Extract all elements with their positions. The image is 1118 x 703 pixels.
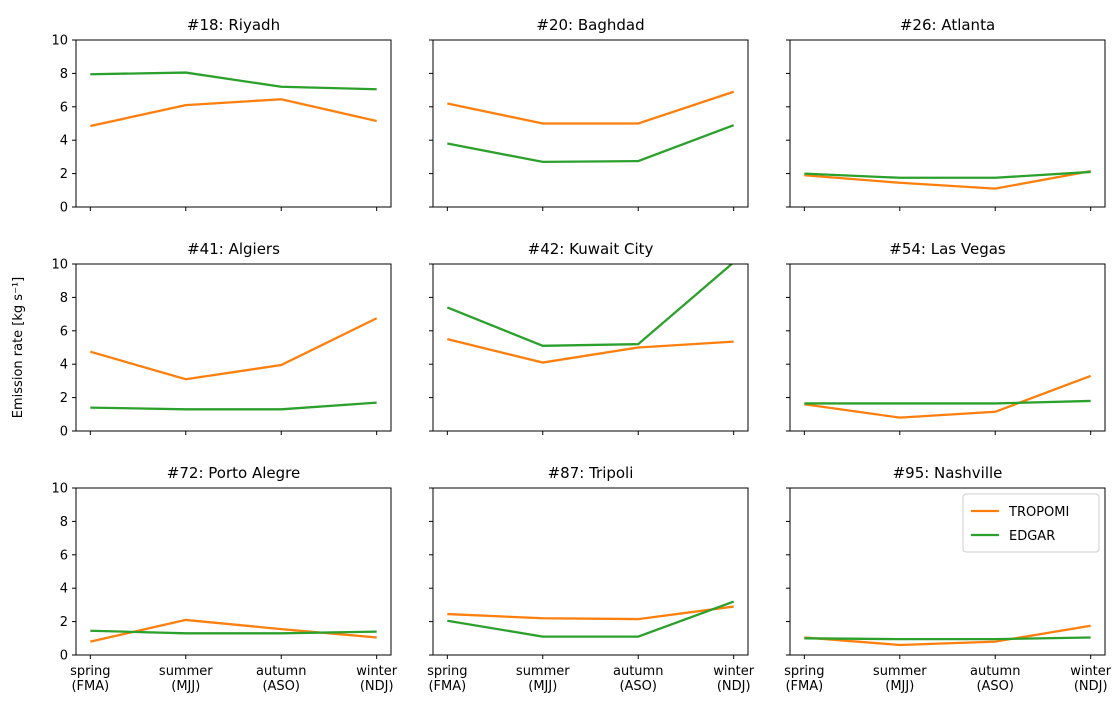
axes-frame <box>432 487 749 656</box>
axes-frame <box>432 263 749 432</box>
panel: #42: Kuwait City <box>429 240 749 435</box>
panel-title: #95: Nashville <box>893 464 1003 482</box>
y-tick-label: 0 <box>60 201 68 216</box>
panel-title: #54: Las Vegas <box>889 240 1006 258</box>
y-tick-label: 2 <box>60 167 68 182</box>
panel-title: #26: Atlanta <box>900 16 995 34</box>
y-tick-label: 8 <box>60 291 68 306</box>
y-tick-label: 0 <box>60 649 68 664</box>
series-line <box>804 636 1091 641</box>
x-tick-label: spring (FMA) <box>784 664 824 694</box>
y-tick-label: 4 <box>60 358 68 373</box>
panel: #20: Baghdad <box>429 16 749 211</box>
panel: #18: Riyadh 0 2 4 6 8 10 <box>51 16 392 216</box>
series-line <box>447 600 735 638</box>
x-tick-label: summer (MJJ) <box>873 664 927 694</box>
series-line <box>447 124 735 164</box>
x-tick-label: summer (MJJ) <box>159 664 213 694</box>
y-tick-label: 6 <box>60 100 68 115</box>
x-tick-label: winter (NDJ) <box>356 664 398 694</box>
series-line <box>90 401 377 411</box>
series-line <box>804 170 1091 179</box>
series-line <box>804 374 1092 419</box>
legend-box <box>962 493 1100 553</box>
panel-title: #72: Porto Alegre <box>167 464 300 482</box>
x-tick-label: summer (MJJ) <box>516 664 570 694</box>
panel-title: #18: Riyadh <box>187 16 280 34</box>
y-axis-label: Emission rate [kg s⁻¹] <box>11 277 26 418</box>
panel: #72: Porto Alegre 0 2 4 6 8 10 spring (FMA) summe… <box>51 464 397 694</box>
series-line <box>804 399 1091 405</box>
y-tick-label: 2 <box>60 615 68 630</box>
x-tick-label: autumn (ASO) <box>256 664 306 694</box>
series-line <box>90 629 377 635</box>
series-line <box>447 90 735 125</box>
axes-frame <box>75 487 392 656</box>
series-line <box>447 605 734 621</box>
y-tick-label: 6 <box>60 548 68 563</box>
y-tick-label: 10 <box>51 258 68 273</box>
x-tick-label: autumn (ASO) <box>613 664 663 694</box>
panel-title: #87: Tripoli <box>548 464 634 482</box>
panel: #41: Algiers 0 2 4 6 8 10 Emission rate [kg s⁻¹… <box>11 240 392 440</box>
x-tick-label: spring (FMA) <box>70 664 110 694</box>
series-line <box>804 169 1091 190</box>
legend-label: TROPOMI <box>1008 505 1069 520</box>
y-tick-label: 0 <box>60 425 68 440</box>
series-line <box>447 338 734 364</box>
series-line <box>804 624 1091 647</box>
x-tick-label: spring (FMA) <box>427 664 467 694</box>
x-tick-label: autumn (ASO) <box>970 664 1020 694</box>
panel: #95: Nashville spring (FMA) summer (MJJ) autu… <box>784 464 1112 694</box>
panel: #54: Las Vegas <box>786 240 1106 435</box>
y-tick-label: 10 <box>51 482 68 497</box>
y-tick-label: 2 <box>60 391 68 406</box>
legend-label: EDGAR <box>1009 529 1055 544</box>
y-tick-label: 4 <box>60 582 68 597</box>
series-line <box>90 98 377 128</box>
series-line <box>90 71 377 91</box>
series-line <box>89 317 378 381</box>
x-tick-label: winter (NDJ) <box>713 664 755 694</box>
axes-frame <box>789 487 1106 656</box>
axes-frame <box>75 263 392 432</box>
y-tick-label: 6 <box>60 324 68 339</box>
panel-title: #41: Algiers <box>187 240 280 258</box>
y-tick-label: 10 <box>51 34 68 49</box>
x-tick-label: winter (NDJ) <box>1070 664 1112 694</box>
panel-title: #20: Baghdad <box>536 16 644 34</box>
axes-frame <box>432 39 749 208</box>
y-tick-label: 4 <box>60 134 68 149</box>
series-line <box>446 264 734 347</box>
axes-frame <box>789 263 1106 432</box>
y-tick-label: 8 <box>60 67 68 82</box>
axes-frame <box>789 39 1106 208</box>
axes-frame <box>75 39 392 208</box>
panel: #87: Tripoli spring (FMA) summer (MJJ) autumn… <box>427 464 755 694</box>
panel: #26: Atlanta <box>786 16 1106 211</box>
panel-title: #42: Kuwait City <box>528 240 654 258</box>
y-tick-label: 8 <box>60 515 68 530</box>
